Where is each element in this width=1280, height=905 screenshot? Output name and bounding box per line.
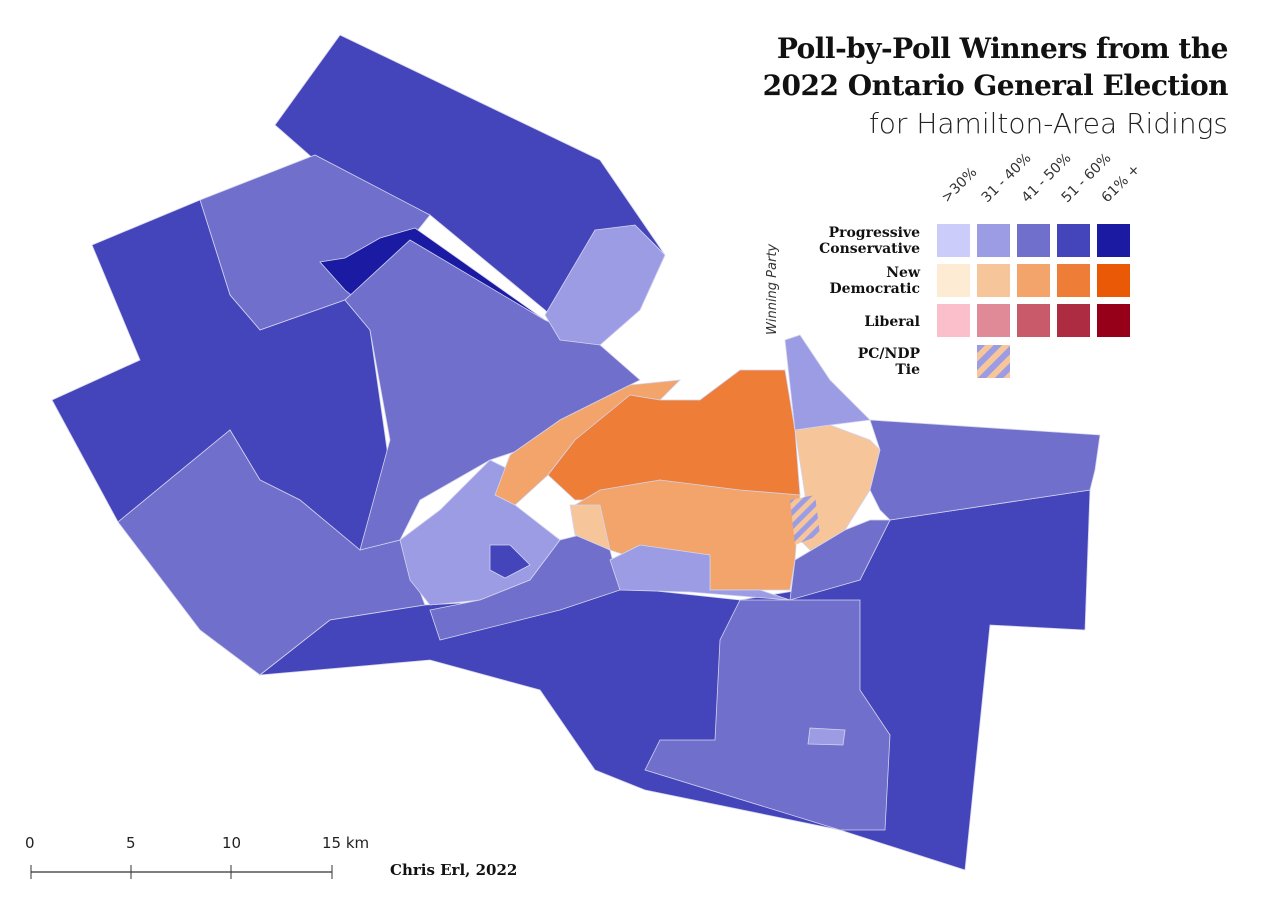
poll-region [574, 479, 801, 591]
legend-swatch [1097, 224, 1130, 257]
scale-label: 0 [25, 834, 35, 852]
title-line-1: Poll-by-Poll Winners from the [776, 32, 1229, 65]
legend-swatch [977, 224, 1010, 257]
poll-region [644, 599, 891, 831]
legend-axis-label: Winning Party [765, 243, 780, 335]
legend-swatch [1017, 264, 1050, 297]
scale-line [30, 865, 333, 879]
legend-swatch [1097, 264, 1130, 297]
legend-swatch [1057, 304, 1090, 337]
legend-swatch [937, 264, 970, 297]
poll-region [489, 544, 531, 579]
bin-label: >30% [938, 164, 981, 206]
title-line-2: 2022 Ontario General Election [762, 69, 1229, 102]
legend-swatch [977, 264, 1010, 297]
legend-swatch [1097, 304, 1130, 337]
map-title: Poll-by-Poll Winners from the 2022 Ontar… [762, 30, 1229, 144]
legend-swatch [1057, 264, 1090, 297]
title-line-3: for Hamilton-Area Ridings [868, 107, 1228, 140]
legend-swatch [1057, 224, 1090, 257]
legend-swatch-tie [977, 345, 1010, 378]
poll-region [789, 519, 891, 601]
credit: Chris Erl, 2022 [390, 861, 518, 879]
poll-region [569, 504, 611, 551]
party-label-pc: Progressive Conservative [819, 225, 920, 257]
legend-swatch [1017, 224, 1050, 257]
legend: Winning Party >30% 31 - 40% 41 - 50% 51 … [760, 150, 1160, 390]
legend-swatch [977, 304, 1010, 337]
party-label-ndp: New Democratic [829, 265, 920, 297]
poll-region [544, 224, 666, 346]
scale-label: 10 [222, 834, 242, 852]
legend-swatch [937, 304, 970, 337]
scale-label: 5 [126, 834, 136, 852]
legend-swatch [1017, 304, 1050, 337]
poll-region-tie [790, 495, 820, 545]
legend-swatch [937, 224, 970, 257]
scale-label: 15 km [322, 834, 370, 852]
party-label-liberal: Liberal [864, 314, 920, 330]
poll-region [807, 727, 846, 746]
party-label-tie: PC/NDP Tie [857, 346, 920, 378]
